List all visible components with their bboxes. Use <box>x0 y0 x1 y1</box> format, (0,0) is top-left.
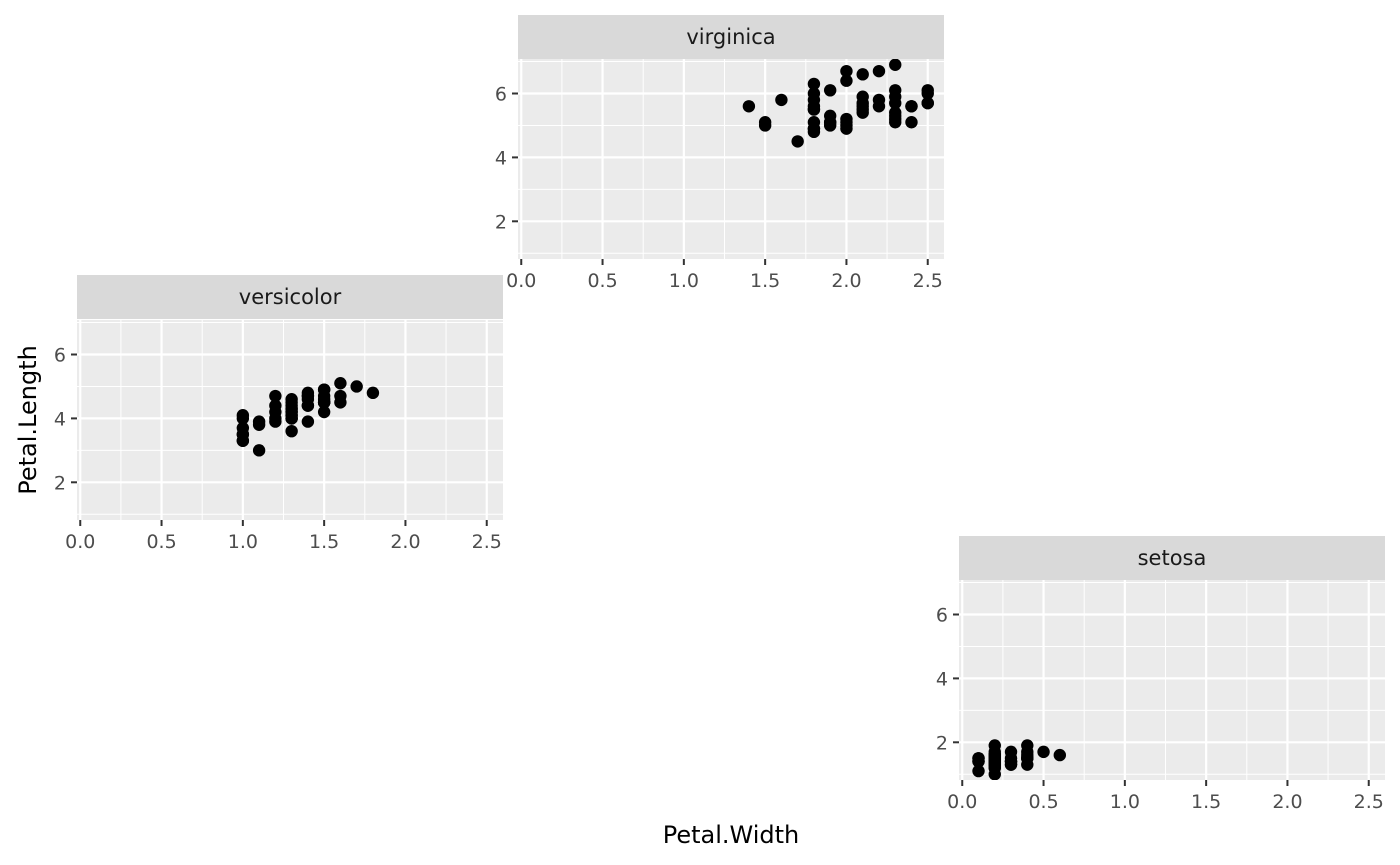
data-point <box>889 106 902 119</box>
data-point <box>905 116 918 129</box>
data-point <box>1004 755 1018 768</box>
panel-versicolor: versicolor 0.0 0.5 1.0 1.5 2.0 2.5 2 4 6 <box>54 275 503 553</box>
data-points <box>972 739 1067 780</box>
data-point <box>252 418 266 431</box>
strip-background <box>959 536 1385 580</box>
data-point <box>872 100 886 113</box>
data-point <box>921 84 934 97</box>
data-point <box>1021 739 1034 752</box>
data-point <box>840 64 853 78</box>
data-points <box>742 59 934 148</box>
data-point <box>285 424 298 438</box>
x-tick-label: 2.0 <box>390 531 420 553</box>
data-point <box>972 755 985 768</box>
y-axis-title: Petal.Length <box>14 345 42 495</box>
data-point <box>775 93 788 107</box>
data-points <box>236 377 380 457</box>
data-point <box>823 84 837 97</box>
data-point <box>334 396 347 409</box>
x-tick-label: 0.5 <box>587 270 617 292</box>
data-point <box>317 405 331 419</box>
data-point <box>236 434 250 447</box>
x-tick-label: 1.5 <box>750 270 780 292</box>
y-tick-label: 6 <box>936 605 948 627</box>
panel-setosa: setosa 0.0 0.5 1.0 1.5 2.0 2.5 2 4 6 <box>936 536 1385 813</box>
data-point <box>988 755 1001 768</box>
data-point <box>889 90 902 103</box>
y-tick-label: 6 <box>495 84 507 106</box>
y-tick-label: 2 <box>936 732 948 754</box>
data-point <box>758 116 772 129</box>
data-point <box>301 415 315 428</box>
x-tick-label: 1.0 <box>1110 791 1140 813</box>
panel-virginica: virginica 0.0 0.5 1.0 1.5 2.0 2.5 2 4 6 <box>495 15 944 292</box>
strip-label: setosa <box>1138 546 1207 570</box>
y-tick-label: 4 <box>54 408 66 430</box>
strip-label: virginica <box>686 25 775 49</box>
data-point <box>872 64 886 78</box>
data-point <box>807 116 821 129</box>
y-tick-label: 6 <box>54 345 66 367</box>
data-point <box>823 119 837 132</box>
data-point <box>972 764 985 778</box>
y-tick-label: 2 <box>54 472 66 494</box>
data-point <box>350 380 363 393</box>
grid-lines <box>518 59 944 259</box>
x-tick-label: 0.0 <box>65 531 95 553</box>
data-point <box>840 74 853 87</box>
grid-lines <box>77 320 503 520</box>
data-point <box>791 135 804 148</box>
x-tick-label: 2.0 <box>1272 791 1302 813</box>
data-point <box>236 409 250 422</box>
data-point <box>988 739 1001 752</box>
data-point <box>366 386 380 400</box>
x-tick-label: 0.0 <box>947 791 977 813</box>
data-point <box>856 68 869 81</box>
data-point <box>236 421 250 435</box>
data-point <box>905 100 918 113</box>
data-point <box>301 393 315 406</box>
x-tick-label: 2.5 <box>472 531 502 553</box>
data-point <box>1053 748 1067 762</box>
strip-label: versicolor <box>239 285 342 309</box>
x-tick-label: 2.5 <box>913 270 943 292</box>
data-point <box>840 122 853 135</box>
x-tick-label: 2.0 <box>831 270 861 292</box>
x-tick-label: 0.0 <box>506 270 536 292</box>
strip-background <box>518 15 944 59</box>
data-point <box>807 103 821 116</box>
x-tick-label: 2.5 <box>1354 791 1384 813</box>
x-tick-label: 1.5 <box>1191 791 1221 813</box>
data-point <box>1037 745 1050 759</box>
panel-background <box>518 59 944 259</box>
y-tick-label: 4 <box>495 147 507 169</box>
x-tick-label: 1.0 <box>228 531 258 553</box>
data-point <box>921 96 934 110</box>
grid-lines <box>959 580 1385 780</box>
x-tick-label: 0.5 <box>146 531 176 553</box>
data-point <box>285 409 298 422</box>
y-tick-label: 2 <box>495 211 507 233</box>
data-point <box>856 106 869 119</box>
x-tick-label: 0.5 <box>1028 791 1058 813</box>
data-point <box>252 444 266 457</box>
data-point <box>889 59 902 71</box>
data-point <box>807 77 821 91</box>
data-point <box>742 100 756 113</box>
data-point <box>269 405 282 419</box>
data-point <box>807 87 821 100</box>
data-point <box>317 389 331 403</box>
x-tick-label: 1.5 <box>309 531 339 553</box>
data-point <box>1021 752 1034 765</box>
data-point <box>269 389 282 403</box>
x-axis-title: Petal.Width <box>663 821 800 849</box>
data-point <box>334 377 347 390</box>
y-tick-label: 4 <box>936 668 948 690</box>
data-point <box>840 112 853 126</box>
strip-background <box>77 275 503 319</box>
x-tick-label: 1.0 <box>669 270 699 292</box>
